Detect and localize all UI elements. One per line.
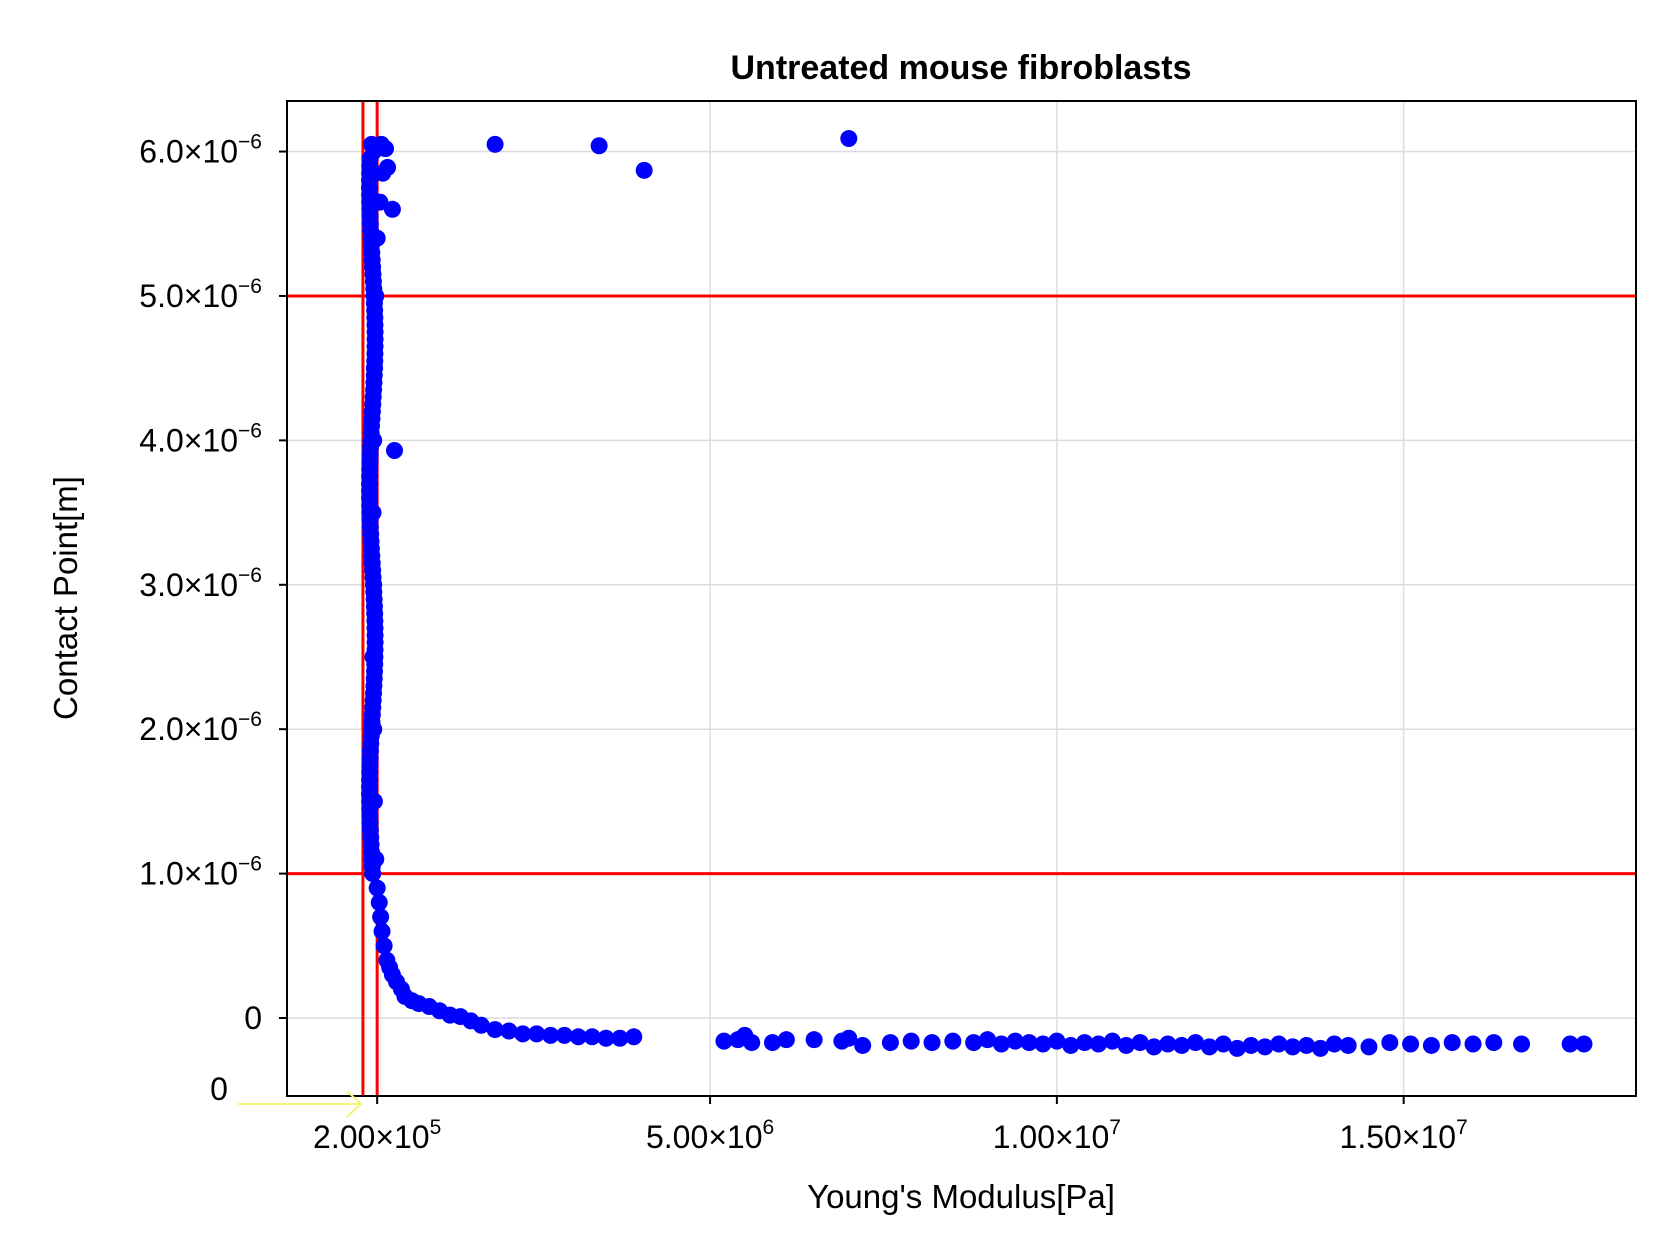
- data-point: [1062, 1036, 1080, 1054]
- data-point: [1381, 1034, 1399, 1052]
- data-point: [854, 1036, 872, 1054]
- data-point: [528, 1025, 546, 1043]
- data-point: [840, 130, 858, 148]
- data-point: [542, 1026, 560, 1044]
- data-point: [583, 1028, 601, 1046]
- data-point: [1103, 1032, 1121, 1050]
- data-point: [1006, 1032, 1024, 1050]
- data-point: [635, 161, 653, 179]
- data-point: [372, 908, 390, 926]
- data-point: [386, 441, 404, 459]
- data-point: [1443, 1034, 1461, 1052]
- data-point: [569, 1028, 587, 1046]
- data-point: [992, 1035, 1010, 1053]
- tick-label: 5.00×106: [646, 1116, 774, 1155]
- tick-label: 4.0×10−6: [139, 419, 262, 458]
- data-point: [840, 1029, 858, 1047]
- data-point: [370, 893, 388, 911]
- data-point: [1048, 1032, 1066, 1050]
- annotation: 0: [210, 1071, 363, 1118]
- data-point: [805, 1031, 823, 1049]
- data-point: [923, 1034, 941, 1052]
- data-point: [1256, 1038, 1274, 1056]
- data-point: [1020, 1034, 1038, 1052]
- axis-ticks: 2.00×105 5.00×106 1.00×107 1.50×107 0 1.0×10−…: [139, 131, 1467, 1155]
- data-point: [1485, 1034, 1503, 1052]
- data-point: [555, 1026, 573, 1044]
- data-point: [361, 150, 379, 168]
- data-point: [1513, 1035, 1531, 1053]
- data-point: [376, 140, 394, 158]
- data-point: [1089, 1035, 1107, 1053]
- chart-title: Untreated mouse fibroblasts: [731, 49, 1192, 87]
- data-point: [881, 1034, 899, 1052]
- data-point: [1187, 1034, 1205, 1052]
- data-point: [611, 1029, 629, 1047]
- data-point: [1145, 1038, 1163, 1056]
- data-point: [1311, 1039, 1329, 1057]
- data-point: [383, 200, 401, 218]
- data-point: [1034, 1035, 1052, 1053]
- tick-label: 1.00×107: [993, 1116, 1121, 1155]
- data-point: [597, 1029, 615, 1047]
- data-point: [1159, 1035, 1177, 1053]
- data-point: [368, 879, 386, 897]
- data-point: [472, 1016, 490, 1034]
- data-point: [1242, 1036, 1260, 1054]
- data-point: [715, 1032, 733, 1050]
- data-point: [965, 1034, 983, 1052]
- data-point: [944, 1032, 962, 1050]
- data-point: [486, 135, 504, 153]
- data-point: [1402, 1035, 1420, 1053]
- tick-label: 5.0×10−6: [139, 275, 262, 314]
- tick-label: 1.50×107: [1340, 1116, 1468, 1155]
- tick-label: 3.0×10−6: [139, 564, 262, 603]
- data-point: [764, 1034, 782, 1052]
- tick-label: 1.0×10−6: [139, 853, 262, 892]
- annotation-label: 0: [210, 1071, 228, 1107]
- data-point: [1464, 1035, 1482, 1053]
- data-point: [500, 1022, 518, 1040]
- data-point: [777, 1031, 795, 1049]
- data-point: [374, 164, 392, 182]
- tick-label: 6.0×10−6: [139, 131, 262, 170]
- data-point: [1298, 1036, 1316, 1054]
- tick-label: 2.0×10−6: [139, 708, 262, 747]
- data-point: [1076, 1034, 1094, 1052]
- annotation-arrowhead: [346, 1090, 363, 1118]
- data-point: [979, 1031, 997, 1049]
- data-point: [625, 1028, 643, 1046]
- data-point: [1575, 1035, 1593, 1053]
- data-point: [1228, 1039, 1246, 1057]
- data-point: [514, 1025, 532, 1043]
- data-point: [1131, 1034, 1149, 1052]
- data-point: [743, 1034, 761, 1052]
- data-point: [373, 922, 391, 940]
- data-point: [486, 1021, 504, 1039]
- data-point: [1173, 1036, 1191, 1054]
- data-point: [1561, 1035, 1579, 1053]
- data-point: [1284, 1038, 1302, 1056]
- data-point: [1117, 1036, 1135, 1054]
- y-axis-label: Contact Point[m]: [47, 476, 84, 720]
- tick-label: 2.00×105: [313, 1116, 441, 1155]
- data-point: [902, 1032, 920, 1050]
- data-points: [361, 130, 1593, 1057]
- plot-frame: [286, 100, 1637, 1097]
- data-point: [1339, 1036, 1357, 1054]
- data-point: [1325, 1035, 1343, 1053]
- data-point: [590, 137, 608, 155]
- data-point: [1214, 1035, 1232, 1053]
- data-point: [1200, 1038, 1218, 1056]
- x-axis-label: Young's Modulus[Pa]: [807, 1178, 1115, 1215]
- data-point: [375, 937, 393, 955]
- tick-label: 0: [244, 1000, 262, 1036]
- data-point: [1360, 1038, 1378, 1056]
- data-point: [1422, 1036, 1440, 1054]
- data-point: [1270, 1035, 1288, 1053]
